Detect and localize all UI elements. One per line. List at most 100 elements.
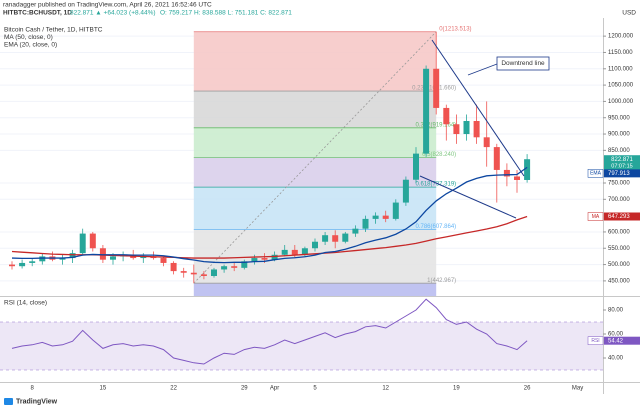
chart-title: Bitcoin Cash / Tether, 1D, HITBTC [4, 27, 103, 34]
candle-body [190, 272, 197, 275]
countdown: 07:07:15 [611, 164, 632, 170]
candle-body [231, 266, 238, 268]
candle-body [524, 159, 531, 180]
y-tick-label: 1100.000 [608, 66, 633, 72]
candle-body [312, 241, 318, 249]
annotation: Downtrend line [501, 60, 545, 67]
candle-body [59, 258, 66, 260]
x-tick-label: 22 [170, 386, 177, 392]
y-tick-label: 60.00 [608, 332, 624, 338]
fib-zone [193, 157, 437, 188]
candle-body [352, 228, 359, 234]
candle-body [503, 169, 510, 177]
fib-zone [193, 127, 437, 158]
candle-body [251, 258, 258, 262]
candle-body [392, 202, 399, 219]
candle-body [463, 120, 470, 135]
y-tick-label: 80.00 [608, 308, 624, 314]
legend-entry: MA (50, close, 0) [4, 34, 53, 41]
candle-body [291, 249, 298, 255]
candle-body [261, 258, 268, 260]
fib-label: 0.5(828.240) [422, 152, 456, 158]
x-tick-label: 8 [31, 386, 35, 392]
candle-body [69, 253, 76, 259]
trend-line [431, 39, 525, 177]
series-tag-name: RSI [591, 338, 599, 344]
fib-label: 1(442.967) [427, 278, 456, 284]
currency: USD [622, 10, 636, 17]
x-tick-label: 5 [313, 386, 317, 392]
candle-body [79, 233, 86, 254]
annotation-box [496, 56, 550, 71]
series-tag-name: MA [592, 214, 600, 220]
fib-label: 0.382(919.164) [415, 122, 456, 128]
candle-body [423, 68, 430, 154]
y-tick-label: 700.000 [608, 197, 630, 203]
candle-body [170, 262, 177, 272]
candle-body [99, 248, 106, 260]
candle-body [140, 256, 147, 259]
rsi-line [11, 298, 528, 365]
candle-body [9, 264, 15, 267]
plot: 0(1213.513)0.236(1031.660)0.382(919.164)… [0, 26, 606, 371]
fib-zone [193, 91, 437, 128]
ohlc: O: 759.217 H: 838.588 L: 751.181 C: 822.… [160, 10, 292, 17]
y-tick-label: 1200.000 [608, 34, 634, 40]
y-tick-label: 450.000 [608, 278, 630, 284]
x-tick-label: May [572, 386, 583, 392]
candle-body [402, 179, 409, 203]
candle-body [342, 233, 349, 242]
candle-body [39, 256, 46, 262]
logo-icon [4, 398, 13, 405]
y-tick-label: 1000.000 [608, 99, 634, 105]
candle-body [89, 233, 96, 249]
candle-body [221, 266, 228, 270]
footer [0, 394, 640, 409]
x-tick-label: 29 [241, 386, 248, 392]
series-tag [587, 169, 604, 178]
series-tag-label: 54.42 [608, 338, 624, 344]
x-tick-label: 19 [453, 386, 460, 392]
x-tick-label: 15 [100, 386, 107, 392]
series-tag-label: 797.913 [608, 171, 630, 177]
fib-label: 0.786(607.864) [415, 224, 456, 230]
series-tag-name: EMA [590, 171, 602, 177]
y-tick-label: 500.000 [608, 262, 630, 268]
candle-body [200, 274, 207, 276]
fib-zone [193, 31, 437, 92]
brand: TradingView [16, 398, 58, 405]
fib-label: 0(1213.513) [439, 26, 471, 32]
candle-body [443, 107, 450, 125]
author-line: ranadagger published on TradingView.com,… [3, 2, 212, 9]
series-tag [587, 212, 604, 221]
x-tick-label: 12 [382, 386, 389, 392]
legend-entry: EMA (20, close, 0) [4, 42, 57, 49]
candle-body [281, 249, 288, 255]
ma-line [11, 166, 528, 264]
candle-body [514, 176, 520, 180]
candle-body [362, 218, 369, 229]
series-tag [587, 336, 604, 345]
y-tick-label: 1050.000 [608, 83, 634, 89]
y-tick-label: 1150.000 [608, 50, 633, 56]
candle-body [241, 261, 248, 268]
rsi-title: RSI (14, close) [4, 300, 47, 307]
candle-body [322, 235, 329, 242]
trend-line [419, 175, 517, 219]
y-tick-label: 750.000 [608, 181, 630, 187]
candle-body [493, 147, 500, 170]
price-tag-label: 822.871 [611, 157, 633, 163]
series-tag-box [604, 212, 640, 221]
candle-body [180, 271, 187, 273]
y-tick-label: 850.000 [608, 148, 630, 154]
quote: 822.871 ▲ +64.023 (+8.44%) [70, 10, 156, 17]
fib-label: 0.618(737.319) [415, 182, 456, 188]
candle-body [433, 68, 440, 108]
y-tick-label: 900.000 [608, 132, 630, 138]
series-tag-label: 647.293 [608, 214, 630, 220]
candle-body [332, 235, 339, 242]
x-tick-label: 26 [524, 386, 531, 392]
candle-body [483, 137, 490, 148]
candle-body [19, 262, 26, 267]
